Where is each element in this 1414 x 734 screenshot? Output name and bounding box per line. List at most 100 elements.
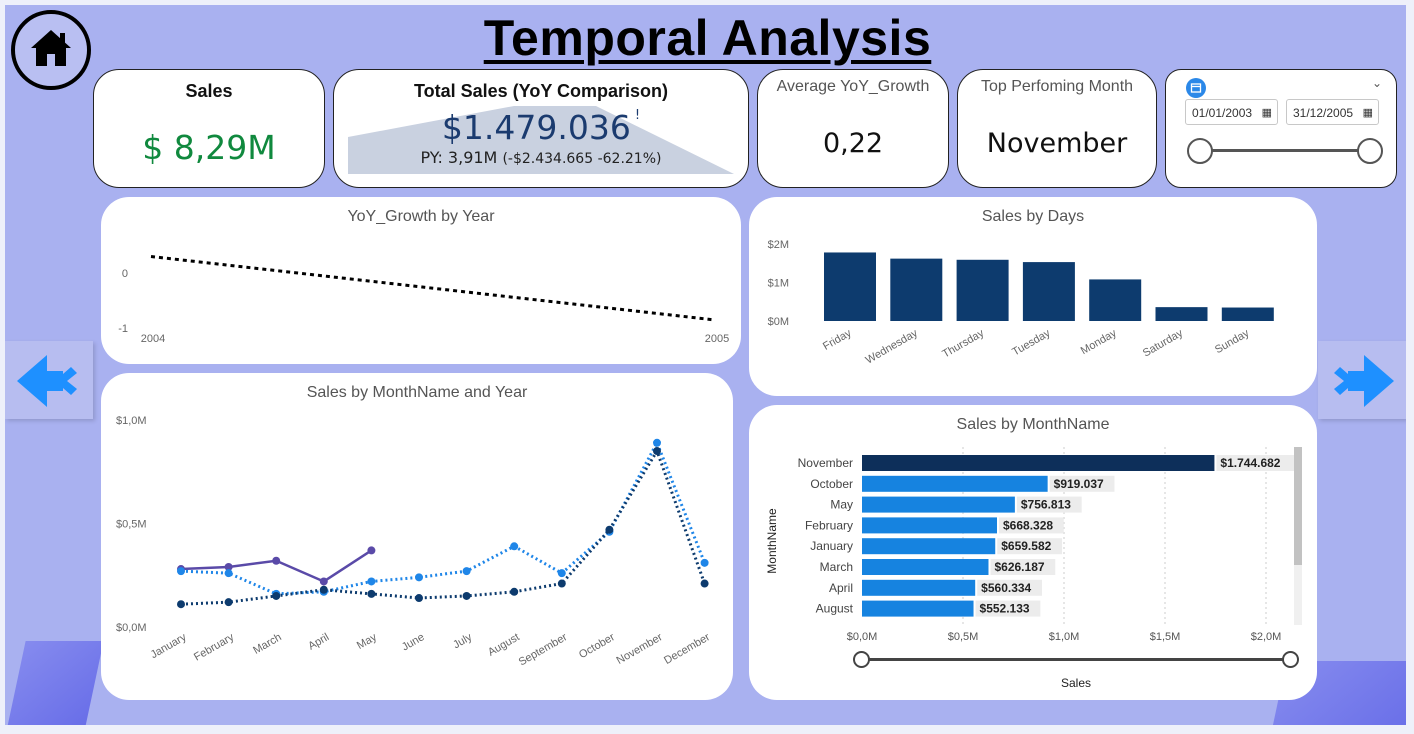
chart-scrollbar[interactable]: [1294, 447, 1302, 625]
kpi-total-sales-label: Total Sales (YoY Comparison): [413, 81, 669, 101]
day-bar: [1089, 279, 1142, 321]
prev-page-button[interactable]: [5, 341, 93, 419]
y-tick-label: August: [816, 602, 854, 616]
date-range-end-handle[interactable]: [1357, 138, 1383, 164]
yoy-growth-panel: YoY_Growth by Year 0 -1 2004 2005: [101, 197, 741, 364]
calendar-small-icon: ▦: [1261, 107, 1272, 119]
end-date-input[interactable]: 31/12/2005 ▦: [1286, 99, 1379, 125]
data-label-bg: [997, 538, 1063, 555]
kpi-total-sales-card: Total Sales (YoY Comparison) $1.479.036!…: [333, 69, 749, 188]
y-tick-label: 0: [122, 268, 128, 280]
y-tick-label: November: [798, 456, 853, 470]
month-bar: [862, 538, 996, 555]
kpi-sales-label: Sales: [185, 81, 233, 101]
y-axis-title: MonthName: [765, 508, 779, 574]
data-label: $919.037: [1054, 477, 1104, 491]
data-label: $659.582: [1001, 539, 1051, 553]
series-point: [605, 525, 614, 534]
data-label: $560.334: [981, 581, 1031, 595]
day-bar: [1221, 307, 1274, 321]
x-tick-label: Friday: [821, 327, 854, 353]
day-bar: [824, 252, 876, 321]
series-point: [557, 579, 566, 588]
series-point: [415, 594, 423, 603]
x-tick-label: 2004: [141, 333, 165, 345]
date-range-start-handle[interactable]: [1187, 138, 1213, 164]
zoom-slider-end-handle[interactable]: [1282, 651, 1299, 668]
day-bar: [1022, 262, 1075, 321]
y-tick-label: January: [810, 539, 853, 553]
calendar-icon[interactable]: [1186, 78, 1206, 98]
zoom-slider-track: [861, 658, 1287, 661]
double-chevron-right-icon: [1334, 355, 1394, 407]
y-tick-label: $2M: [768, 239, 789, 251]
home-icon: [31, 30, 71, 66]
data-label-bg: [1216, 455, 1296, 471]
x-tick-label: July: [451, 631, 474, 651]
series-point: [462, 567, 471, 576]
x-tick-label: $2,0M: [1251, 631, 1282, 643]
chevron-down-icon[interactable]: ⌄: [1371, 76, 1382, 90]
date-slicer-card: ⌄ 01/01/2003 ▦ 31/12/2005 ▦: [1165, 69, 1397, 188]
kpi-avg-yoy-value: 0,22: [822, 128, 884, 159]
kpi-change: (-$2.434.665 -62.21%): [502, 151, 662, 167]
sales-month-year-panel: Sales by MonthName and Year $1,0M $0,5M $0…: [101, 373, 733, 700]
series-line: [180, 439, 706, 596]
x-tick-label: Saturday: [1141, 327, 1186, 360]
month-bar: [862, 496, 1015, 513]
sales-by-days-chart: $2M $1M $0M Friday Wednesday Thursday Tuesday M…: [768, 239, 1274, 367]
day-bar: [890, 258, 943, 321]
series-line: [180, 447, 707, 606]
kpi-top-month-label: Top Perfoming Month: [980, 78, 1134, 95]
data-label-bg: [990, 559, 1056, 575]
kpi-top-month-value: November: [986, 128, 1128, 159]
kpi-trend-area: [348, 106, 734, 174]
end-date-value: 31/12/2005: [1293, 106, 1354, 120]
series-point: [367, 589, 376, 598]
series-point: [510, 587, 519, 596]
series-point: [177, 600, 185, 609]
start-date-input[interactable]: 01/01/2003 ▦: [1185, 99, 1278, 125]
data-label: $756.813: [1021, 498, 1071, 512]
y-tick-label: February: [805, 518, 853, 532]
series-point: [319, 585, 328, 594]
data-label-bg: [977, 579, 1042, 596]
month-bar: [862, 579, 976, 596]
x-tick-label: January: [149, 631, 189, 661]
zoom-slider-start-handle[interactable]: [853, 651, 870, 668]
date-range-track: [1199, 149, 1367, 152]
sales-by-days-panel: Sales by Days $2M $1M $0M Friday Wednesday Th…: [749, 197, 1317, 396]
next-page-button[interactable]: [1318, 341, 1406, 419]
y-tick-label: $0,5M: [116, 519, 147, 531]
month-bar: [862, 455, 1215, 471]
x-tick-label: March: [251, 631, 283, 657]
kpi-total-sales-value: $1.479.036!: [334, 108, 748, 147]
calendar-small-icon: ▦: [1362, 107, 1373, 119]
y-tick-label: May: [830, 498, 853, 512]
series-point: [557, 569, 566, 578]
x-tick-label: Tuesday: [1010, 327, 1053, 359]
start-date-value: 01/01/2003: [1192, 106, 1253, 120]
series-point: [510, 542, 519, 551]
sales-by-days-title: Sales by Days: [981, 208, 1085, 225]
month-bar: [862, 600, 974, 617]
month-bar: [862, 475, 1048, 492]
chart-scrollbar-thumb[interactable]: [1294, 447, 1302, 565]
series-point: [700, 558, 709, 567]
x-tick-label: Thursday: [940, 327, 986, 361]
page-title: Temporal Analysis: [483, 10, 932, 66]
series-point: [653, 447, 661, 456]
x-tick-label: Wednesday: [864, 327, 921, 367]
x-tick-label: May: [355, 631, 379, 652]
x-tick-label: $1,0M: [1049, 631, 1080, 643]
x-tick-label: August: [486, 631, 522, 659]
sales-by-month-chart: $0,0M $0,5M $1,0M $1,5M $2,0M MonthName Sales N…: [765, 447, 1296, 690]
data-label-bg: [1049, 475, 1115, 492]
series-point: [700, 579, 709, 588]
x-tick-label: $0,5M: [948, 631, 979, 643]
y-tick-label: -1: [118, 323, 128, 335]
home-button[interactable]: [11, 10, 91, 90]
data-label: $626.187: [994, 560, 1044, 574]
kpi-prev-year: PY: 3,91M: [420, 148, 498, 167]
